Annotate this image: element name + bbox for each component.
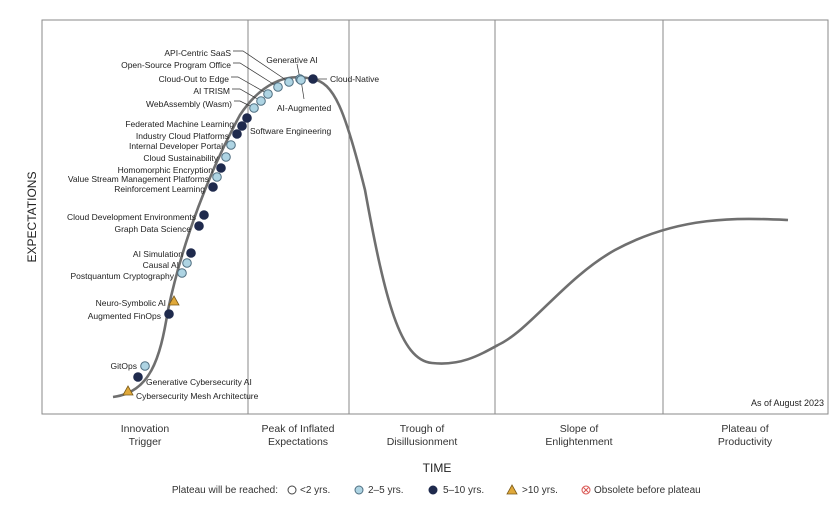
technology-marker [296,75,306,85]
technology-marker [256,96,266,106]
phase-labels: Innovation Trigger Peak of Inflated Expe… [121,423,773,448]
technology-label: Cloud-Out to Edge [159,74,230,84]
legend-title: Plateau will be reached: [172,485,278,496]
phase-label: Plateau of [721,423,768,435]
technology-marker [168,295,180,306]
plot-frame [41,19,829,415]
technology-marker [242,113,252,123]
leader-line [233,62,279,88]
technology-marker [182,258,192,268]
technology-label: Augmented FinOps [88,311,161,321]
technology-label: Cybersecurity Mesh Architecture [136,391,259,401]
technology-label: Neuro-Symbolic AI [96,298,166,308]
technology-label: AI-Augmented [277,103,332,113]
leader-line [231,76,269,95]
phase-label: Disillusionment [387,436,458,448]
legend-item: Obsolete before plateau [594,485,701,496]
technology-marker [122,385,134,396]
technology-label: Homomorphic Encryption [118,165,214,175]
technology-label: Open-Source Program Office [121,60,231,70]
technology-marker [226,140,236,150]
technology-label: Reinforcement Learning [114,184,205,194]
phase-label: Trigger [129,436,162,448]
hype-curve [112,75,789,399]
legend-item: >10 yrs. [522,485,558,496]
legend-swatch-2to5 [354,485,364,495]
y-axis-label: EXPECTATIONS [25,172,39,263]
x-axis-label: TIME [423,461,452,475]
phase-label: Enlightenment [545,436,612,448]
legend-item: 2–5 yrs. [368,485,404,496]
technology-label: WebAssembly (Wasm) [146,99,232,109]
technology-marker [212,172,222,182]
technology-marker [164,309,174,319]
leader-line [233,50,290,83]
legend-swatch-5to10 [428,485,438,495]
technology-marker [284,77,294,87]
technology-marker [208,182,218,192]
phase-label: Expectations [268,436,328,448]
technology-label: Cloud Sustainability [143,153,218,163]
technology-marker [263,89,273,99]
technology-label: Internal Developer Portal [129,141,223,151]
technology-label: Value Stream Management Platforms [68,174,209,184]
technology-label: Cloud Development Environments [67,212,196,222]
technology-label: Cloud-Native [330,74,379,84]
legend: Plateau will be reached: <2 yrs. 2–5 yrs… [172,484,701,496]
technology-marker [133,372,143,382]
phase-label: Peak of Inflated [262,423,335,435]
leader-line [232,88,262,102]
technology-marker [140,361,150,371]
legend-swatch-gt10 [506,484,518,495]
technology-label: Generative AI [266,55,318,65]
legend-swatch-obsolete [581,485,591,495]
technology-label: Graph Data Science [114,224,191,234]
technology-marker [249,103,259,113]
phase-label: Innovation [121,423,170,435]
technology-marker [194,221,204,231]
technology-label: Federated Machine Learning [125,119,234,129]
legend-swatch-lt2 [287,485,297,495]
technology-marker [237,121,247,131]
phase-label: Productivity [718,436,773,448]
phase-label: Slope of [560,423,599,435]
technology-label: Industry Cloud Platforms [136,131,229,141]
legend-item: 5–10 yrs. [443,485,484,496]
technology-label: GitOps [111,361,137,371]
technology-marker [177,268,187,278]
technology-marker [308,74,318,84]
technology-marker [186,248,196,258]
technology-marker [216,163,226,173]
as-of-note: As of August 2023 [751,398,824,408]
technology-markers: Cybersecurity Mesh Architecture Generativ… [67,48,379,401]
technology-label: Generative Cybersecurity AI [146,377,252,387]
technology-label: AI Simulation [133,249,183,259]
technology-label: Causal AI [143,260,179,270]
technology-label: Software Engineering [250,126,332,136]
leader-line [234,100,255,109]
technology-label: API-Centric SaaS [164,48,231,58]
technology-marker [232,129,242,139]
legend-item: <2 yrs. [300,485,330,496]
technology-label: Postquantum Cryptography [71,271,175,281]
technology-marker [221,152,231,162]
phase-label: Trough of [400,423,445,435]
technology-marker [199,210,209,220]
technology-marker [273,82,283,92]
technology-label: AI TRISM [193,86,230,96]
